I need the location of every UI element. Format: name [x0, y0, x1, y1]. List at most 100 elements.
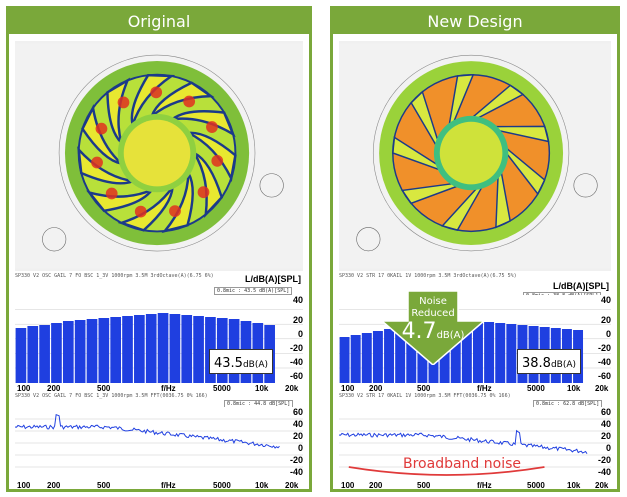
fft-ytick: 20: [600, 431, 611, 441]
new-design-panel: New Design SP330 V2 STR 17 0KAIL 1V 1000…: [330, 6, 620, 492]
spectrum-bar: [484, 322, 495, 383]
xtick: 100: [341, 384, 355, 393]
fft-trace: [15, 414, 280, 449]
xtick: 500: [417, 384, 431, 393]
fft-ytick: 0: [297, 443, 303, 453]
arrow-text-reduced: Reduced: [411, 308, 455, 319]
panel-title-original: Original: [9, 9, 309, 34]
spectrum-bar: [350, 335, 361, 383]
spectrum-bar: [86, 319, 98, 383]
reduction-unit: dB(A): [436, 330, 465, 341]
fft-ytick: 0: [605, 443, 611, 453]
xtick: 5000: [213, 384, 231, 393]
spectrum-bar: [339, 337, 350, 383]
xtick: 100: [17, 481, 31, 490]
fft-chart-original: [15, 407, 303, 480]
fft-ytick: 40: [292, 419, 303, 429]
spectrum-bar: [181, 315, 193, 383]
xtick: 10k: [255, 481, 269, 490]
broadband-bracket: [348, 466, 545, 476]
spl-header-text: SP330 V2 OSC GAIL 7 FO BSC 1_3V 1000rpm …: [15, 273, 214, 279]
spectrum-bar: [39, 325, 50, 383]
spectrum-bar: [51, 323, 62, 383]
xtick: 20k: [595, 384, 609, 393]
pressure-hotspot: [95, 122, 108, 135]
fft-ytick: -40: [597, 467, 611, 477]
spectrum-bar: [110, 317, 122, 383]
pressure-hotspot: [183, 95, 196, 108]
spectrum-bar: [372, 331, 383, 383]
spectrum-bar: [122, 316, 133, 383]
fft-trace: [339, 429, 588, 454]
arrow-text-noise: Noise: [419, 296, 447, 307]
spl-ytick: 0: [297, 329, 303, 339]
spectrum-bar: [384, 329, 395, 383]
spl-unit-label: L/dB(A)[SPL]: [245, 274, 301, 284]
pressure-hotspot: [117, 96, 130, 109]
xtick: 10k: [255, 384, 269, 393]
xtick: 5000: [213, 481, 231, 490]
pressure-hotspot: [211, 154, 224, 167]
spl-value: 43.5: [214, 356, 243, 371]
pressure-hotspot: [169, 205, 181, 217]
spectrum-bar: [98, 318, 110, 383]
broadband-noise-label: Broadband noise: [403, 456, 521, 472]
spectrum-bar: [495, 323, 506, 383]
spl-ytick: -40: [597, 357, 611, 367]
xtick: 100: [17, 384, 31, 393]
fft-ytick: 60: [600, 407, 611, 417]
arrow-reduction-value: 4.7dB(A): [378, 319, 488, 344]
spl-value-unit: dB(A): [242, 360, 269, 370]
xtick: 5000: [527, 481, 545, 490]
spl-value-unit: dB(A): [550, 360, 577, 370]
xtick: f/Hz: [161, 481, 176, 490]
fft-xticks: 100 200 500 f/Hz 5000 10k 20k: [15, 481, 303, 491]
reduction-number: 4.7: [401, 319, 437, 344]
xtick: f/Hz: [477, 481, 492, 490]
spl-ytick: 20: [600, 315, 611, 325]
xtick: 200: [47, 481, 61, 490]
spl-ytick: 20: [292, 315, 303, 325]
xtick: 10k: [567, 481, 581, 490]
pressure-hotspot: [150, 86, 163, 99]
xtick: f/Hz: [477, 384, 492, 393]
xtick: 200: [369, 481, 383, 490]
spectrum-bar: [395, 327, 406, 383]
spl-ytick: -20: [597, 343, 611, 353]
xtick: 20k: [595, 481, 609, 490]
spl-xticks: 100 200 500 f/Hz 5000 10k 20k: [339, 384, 611, 394]
spectrum-bar: [157, 313, 169, 383]
spectrum-bar: [74, 320, 86, 383]
spl-ytick: 40: [600, 295, 611, 305]
xtick: 200: [369, 384, 383, 393]
spl-unit-label: L/dB(A)[SPL]: [553, 281, 609, 291]
spectrum-bar: [27, 326, 39, 383]
fft-header-text: SP330 V2 STR 17 0KAIL 1V 1000rpm 3.5M FF…: [339, 393, 511, 399]
original-panel: Original SP330 V2 OSC GAIL 7 FO BSC 1_3V…: [6, 6, 312, 492]
pressure-hotspot: [197, 186, 210, 199]
spectrum-bar: [406, 326, 417, 383]
fft-ytick: -40: [289, 467, 303, 477]
xtick: 500: [97, 481, 111, 490]
spectrum-bar: [461, 321, 472, 383]
spl-mic-level: 0.8mic : 43.5 dB(A)[SPL]: [214, 287, 293, 295]
spectrum-bar: [145, 314, 157, 383]
spl-value-box: 38.8dB(A): [517, 349, 582, 374]
spectrum-bar: [473, 321, 483, 383]
spl-value-box: 43.5dB(A): [209, 349, 274, 374]
spl-ytick: -60: [289, 371, 303, 381]
fft-ytick: 20: [292, 431, 303, 441]
pressure-hotspot: [134, 205, 147, 218]
fft-ytick: -20: [597, 455, 611, 465]
spectrum-bar: [134, 315, 145, 383]
xtick: 20k: [285, 384, 299, 393]
spectrum-bar: [506, 324, 517, 383]
spl-header-text: SP330 V2 STR 17 0KAIL 1V 1000rpm 3.5M 3r…: [339, 273, 517, 279]
fft-chart-new-design: [339, 407, 611, 480]
pressure-hotspot: [105, 187, 118, 200]
fan-simulation-new-design: [339, 41, 611, 271]
xtick: 200: [47, 384, 61, 393]
spectrum-bar: [169, 314, 181, 383]
fft-ytick: -20: [289, 455, 303, 465]
xtick: 500: [97, 384, 111, 393]
